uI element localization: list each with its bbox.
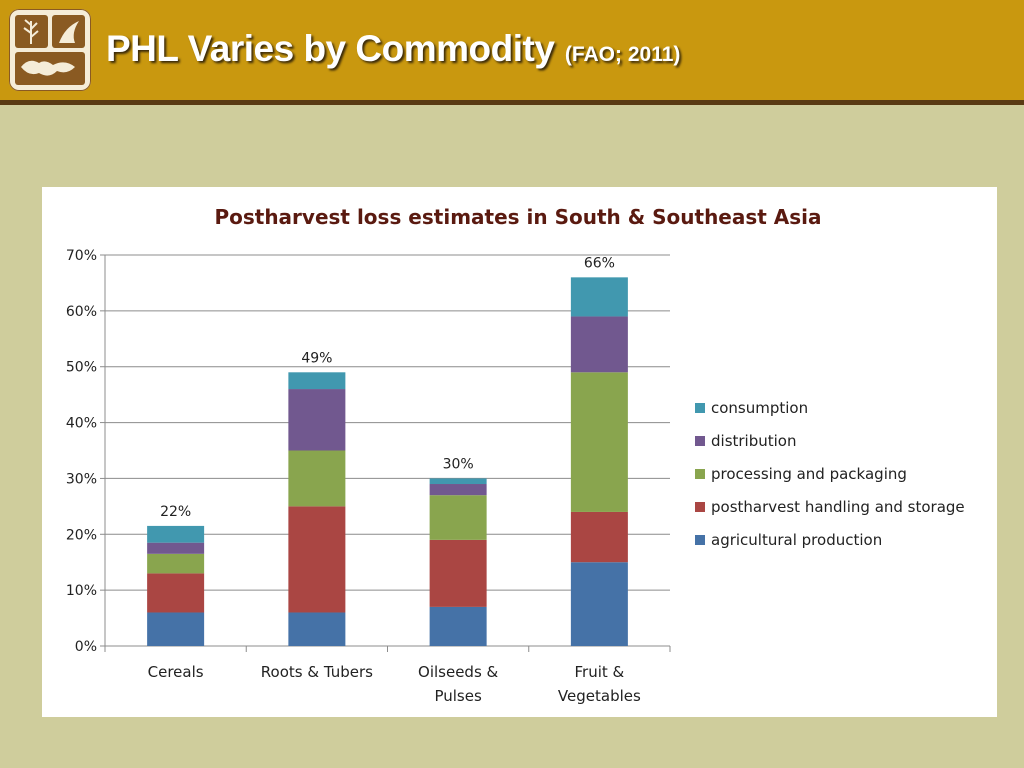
bar-segment — [288, 506, 346, 613]
fao-logo — [9, 9, 91, 91]
bar-segment — [147, 612, 205, 646]
bar-segment — [288, 372, 346, 390]
legend-item: processing and packaging — [695, 465, 907, 483]
chart-title: Postharvest loss estimates in South & So… — [214, 205, 821, 229]
bars — [147, 277, 628, 646]
bar-segment — [288, 612, 346, 646]
legend-label: agricultural production — [711, 531, 882, 549]
stacked-bar-chart: Postharvest loss estimates in South & So… — [66, 205, 965, 705]
legend-item: postharvest handling and storage — [695, 498, 965, 516]
legend-swatch — [695, 535, 705, 545]
y-tick-label: 20% — [66, 527, 97, 543]
legend-item: consumption — [695, 399, 808, 417]
slide-title-citation: (FAO; 2011) — [564, 43, 681, 66]
bar-segment — [429, 495, 487, 540]
bar-segment — [429, 539, 487, 607]
y-tick-label: 40% — [66, 416, 97, 432]
bar-segment — [147, 573, 205, 613]
bar-segment — [570, 316, 628, 373]
bar-total-label: 49% — [301, 350, 332, 366]
x-category-label: Roots & Tubers — [261, 663, 373, 681]
axes: 0% 10% 20% 30% 40% 50% 60% 70% Cereals Roots & Tu… — [66, 248, 671, 705]
bar-total-label: 30% — [443, 456, 474, 472]
x-category-label: Vegetables — [558, 687, 641, 705]
y-tick-label: 50% — [66, 360, 97, 376]
x-category-label: Fruit & — [575, 663, 625, 681]
bar-segment — [147, 553, 205, 574]
x-category-label: Oilseeds & — [418, 663, 499, 681]
bar-segment — [288, 450, 346, 507]
legend-label: processing and packaging — [711, 465, 907, 483]
bar-segment — [429, 478, 487, 485]
bar-segment — [147, 542, 205, 554]
y-tick-label: 60% — [66, 304, 97, 320]
bar-total-label: 66% — [584, 255, 615, 271]
legend-swatch — [695, 436, 705, 446]
x-category-label: Cereals — [148, 663, 204, 681]
title-bar — [0, 0, 1024, 100]
y-tick-label: 10% — [66, 583, 97, 599]
bar-segment — [570, 277, 628, 317]
legend-swatch — [695, 403, 705, 413]
bar-segment — [429, 606, 487, 646]
bar-segment — [570, 511, 628, 563]
chart-panel: Postharvest loss estimates in South & So… — [42, 187, 997, 717]
bar-segment — [429, 484, 487, 496]
legend-label: postharvest handling and storage — [711, 498, 965, 516]
title-bar-rule — [0, 100, 1024, 105]
legend: consumption distribution processing and pa… — [695, 399, 965, 549]
legend-swatch — [695, 502, 705, 512]
y-tick-label: 30% — [66, 471, 97, 487]
bar-segment — [147, 525, 205, 543]
legend-label: consumption — [711, 399, 808, 417]
legend-label: distribution — [711, 432, 796, 450]
legend-swatch — [695, 469, 705, 479]
legend-item: distribution — [695, 432, 796, 450]
data-labels: 22% 49% 30% 66% — [160, 255, 615, 520]
bar-segment — [570, 372, 628, 512]
bar-segment — [570, 562, 628, 646]
bar-total-label: 22% — [160, 504, 191, 520]
legend-item: agricultural production — [695, 531, 882, 549]
bar-segment — [288, 389, 346, 451]
y-tick-label: 70% — [66, 248, 97, 264]
x-category-label: Pulses — [434, 687, 481, 705]
slide-title-text: PHL Varies by Commodity — [106, 28, 555, 69]
slide-title: PHL Varies by Commodity (FAO; 2011) — [106, 28, 680, 70]
y-tick-label: 0% — [75, 639, 97, 655]
